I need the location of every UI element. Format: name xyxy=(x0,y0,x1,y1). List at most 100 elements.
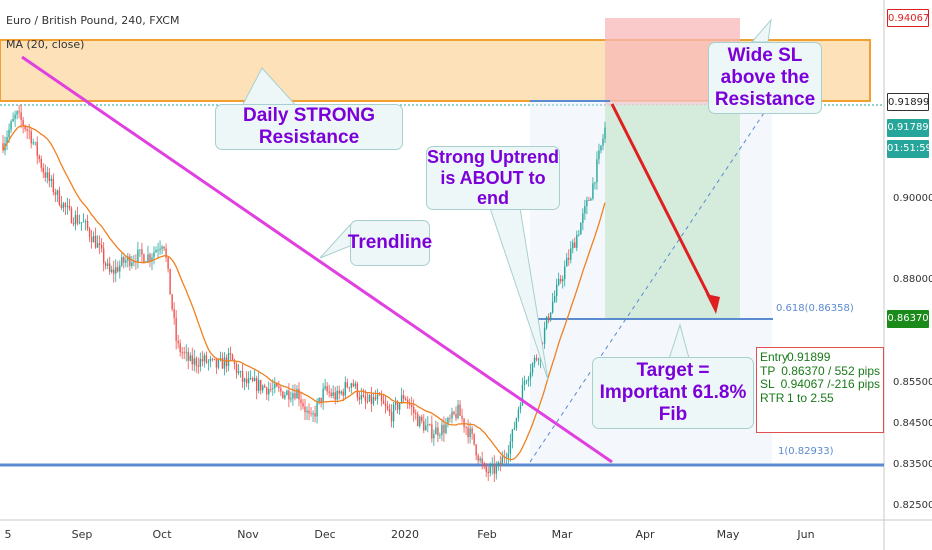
candle-body xyxy=(352,383,355,387)
candle-body xyxy=(465,427,467,428)
candle-body xyxy=(358,397,361,400)
candle-body xyxy=(286,390,288,396)
candle-body xyxy=(260,380,262,391)
candle-body xyxy=(247,378,250,384)
candle-body xyxy=(185,351,187,353)
candle-body xyxy=(433,434,435,439)
candle-body xyxy=(201,358,204,362)
candle-body xyxy=(580,222,582,235)
candle-body xyxy=(161,246,163,249)
candle-body xyxy=(406,400,409,404)
candle-body xyxy=(596,159,598,183)
candle-body xyxy=(276,383,278,387)
candle-body xyxy=(459,404,461,416)
candle-body xyxy=(417,413,419,427)
candle-body xyxy=(501,456,504,465)
candle-body xyxy=(362,394,365,397)
candle-body xyxy=(463,418,465,428)
candle-body xyxy=(191,355,193,365)
candle-body xyxy=(221,357,224,369)
candle-body xyxy=(320,397,322,403)
callout-target: Target = Important 61.8% Fib xyxy=(592,357,754,429)
candle-body xyxy=(326,386,328,392)
candle-body xyxy=(600,145,602,151)
countdown-tag: 01:51:59 xyxy=(887,140,932,158)
candle-body xyxy=(280,388,282,392)
candle-body xyxy=(455,413,457,419)
candle-body xyxy=(249,378,252,379)
candle-body xyxy=(141,249,143,255)
candle-body xyxy=(415,412,417,414)
candle-body xyxy=(231,354,234,361)
candle-body xyxy=(576,235,578,248)
candle-body xyxy=(253,378,256,382)
candle-body xyxy=(338,390,340,394)
candle-body xyxy=(537,359,540,361)
candle-body xyxy=(251,378,254,382)
candle-body xyxy=(54,192,57,195)
stat-value: 0.86370 / 552 pips xyxy=(781,363,880,378)
candle-body xyxy=(211,358,214,360)
candle-body xyxy=(533,357,536,364)
candle-body xyxy=(427,424,429,426)
candle-body xyxy=(557,278,560,285)
x-tick-label: Mar xyxy=(551,528,573,541)
candle-body xyxy=(278,386,280,389)
candle-body xyxy=(344,382,346,396)
candle-body xyxy=(284,395,286,399)
candle-body xyxy=(223,357,226,369)
candle-body xyxy=(411,404,413,407)
candle-body xyxy=(549,312,552,321)
candle-body xyxy=(159,248,161,251)
candle-body xyxy=(310,413,312,415)
ma-indicator-label[interactable]: MA (20, close) xyxy=(6,38,85,51)
candle-body xyxy=(543,327,546,344)
y-tick-label: 0.83500 xyxy=(893,458,932,470)
candle-body xyxy=(104,263,107,266)
candle-body xyxy=(68,205,71,209)
candle-body xyxy=(127,256,129,261)
candle-body xyxy=(24,125,26,130)
trendline xyxy=(21,55,613,464)
candle-body xyxy=(165,248,167,258)
candle-body xyxy=(566,257,568,267)
x-tick-label: Oct xyxy=(152,528,172,541)
candle-body xyxy=(215,359,218,368)
candle-body xyxy=(169,268,171,295)
candle-body xyxy=(366,401,369,402)
candle-body xyxy=(370,394,373,404)
candle-body xyxy=(113,269,115,274)
candle-body xyxy=(511,429,514,442)
candle-body xyxy=(328,391,330,393)
target-arrow-head xyxy=(706,294,720,314)
candle-body xyxy=(306,410,308,413)
x-tick-label: Sep xyxy=(71,528,93,541)
candle-body xyxy=(382,400,385,404)
candle-body xyxy=(350,383,353,388)
candle-body xyxy=(62,203,65,209)
candle-body xyxy=(100,245,103,249)
candle-body xyxy=(497,462,499,467)
candle-body xyxy=(570,248,572,260)
candle-body xyxy=(582,213,584,223)
fib-1-label: 1(0.82933) xyxy=(778,446,834,457)
candle-body xyxy=(290,398,292,400)
candle-body xyxy=(243,378,246,382)
candle-body xyxy=(523,380,526,385)
candle-body xyxy=(531,363,534,373)
ma-line xyxy=(2,125,606,461)
candle-body xyxy=(469,428,471,438)
candle-body xyxy=(92,235,95,243)
target-arrow xyxy=(610,103,714,303)
fib-dashed-diagonal xyxy=(529,100,773,463)
y-tick-label: 0.85500 xyxy=(893,376,932,388)
fib-618-label: 0.618(0.86358) xyxy=(776,303,854,314)
candle-body xyxy=(336,390,338,400)
x-tick-label: Feb xyxy=(477,528,497,541)
candle-body xyxy=(384,403,387,407)
candle-body xyxy=(318,397,320,403)
candle-body xyxy=(109,263,111,272)
candle-body xyxy=(255,378,258,391)
candle-body xyxy=(451,411,453,419)
candle-body xyxy=(175,317,177,341)
